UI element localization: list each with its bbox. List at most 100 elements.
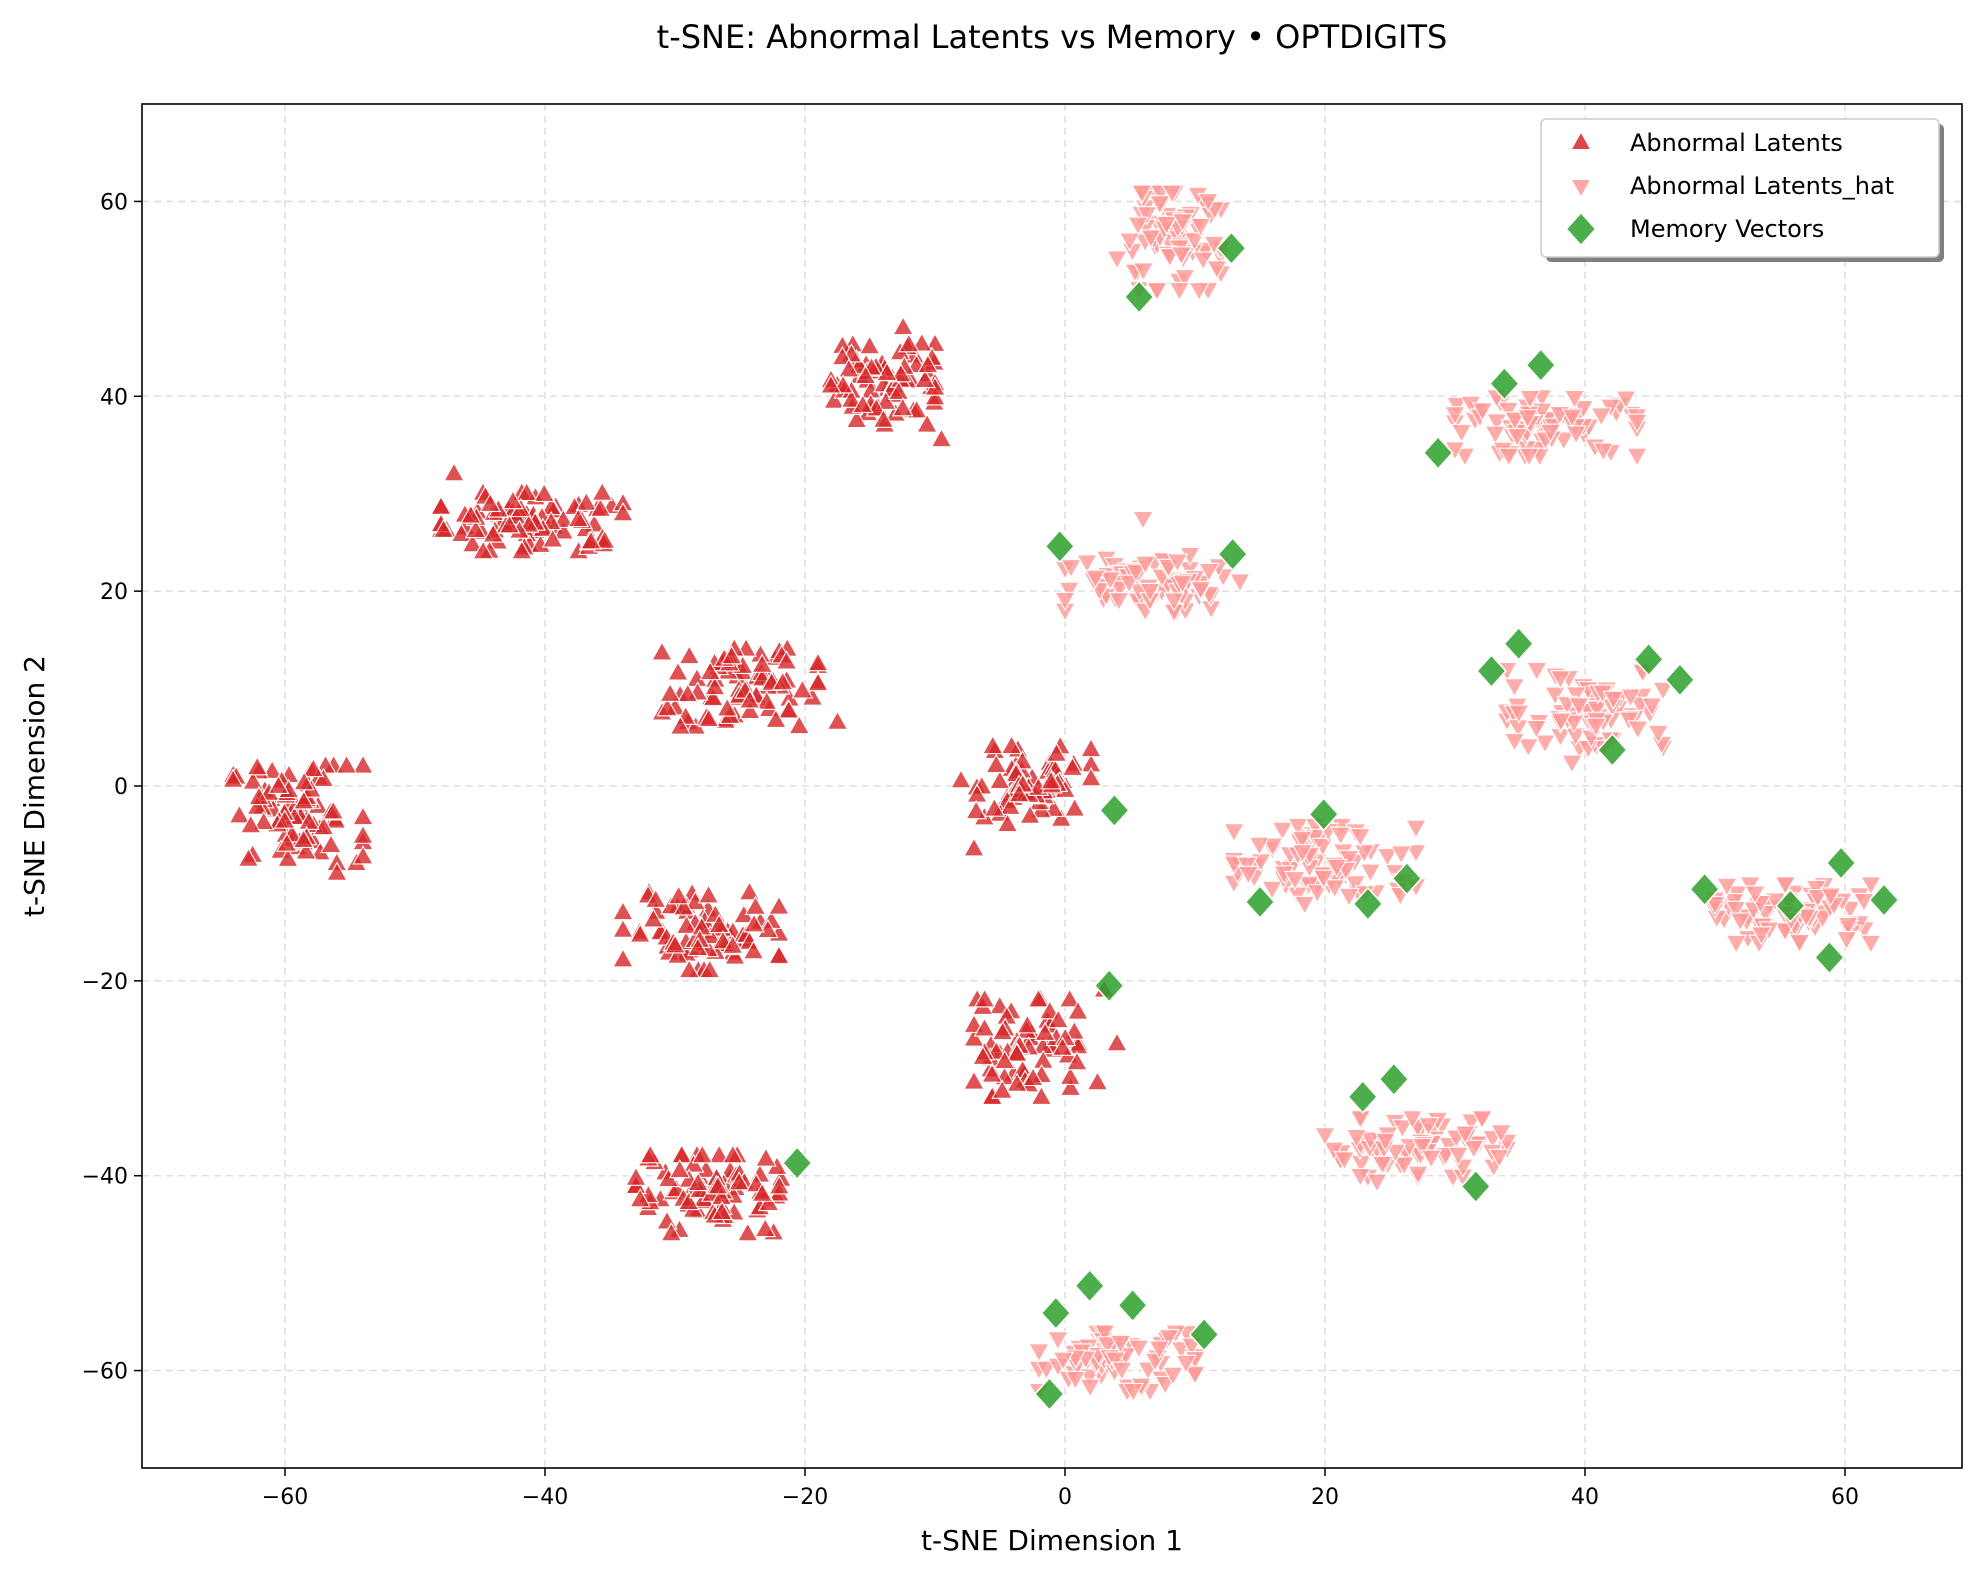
point-triangle-up (887, 380, 910, 401)
point-triangle-down (1158, 1329, 1180, 1349)
legend-markers (1565, 130, 1597, 246)
point-triangle-up (482, 523, 505, 543)
y-tick-label: −40 (82, 1165, 128, 1190)
point-triangle-down (1184, 1365, 1206, 1385)
point-triangle-down (1329, 826, 1352, 846)
point-triangle-up (580, 530, 602, 550)
point-triangle-up (277, 847, 299, 867)
point-triangle-down (1704, 895, 1726, 916)
point-triangle-down (1497, 401, 1520, 422)
legend-marker-diamond (1565, 212, 1597, 246)
point-diamond (1044, 529, 1076, 564)
point-triangle-up (298, 810, 320, 830)
y-tick-label: −20 (82, 970, 128, 995)
point-diamond (1188, 1317, 1220, 1352)
point-diamond (1664, 662, 1696, 697)
point-diamond (1215, 230, 1247, 266)
point-triangle-up (642, 908, 665, 928)
point-triangle-down (1323, 1141, 1345, 1161)
point-triangle-up (682, 1153, 705, 1173)
point-triangle-down (1565, 686, 1587, 706)
point-triangle-down (1561, 754, 1583, 774)
point-triangle-down (1517, 738, 1540, 758)
point-triangle-up (515, 481, 538, 502)
point-triangle-up (1019, 804, 1041, 824)
point-triangle-up (985, 753, 1008, 774)
point-triangle-up (644, 888, 667, 908)
point-triangle-up (707, 1175, 729, 1195)
point-triangle-up (691, 1144, 714, 1164)
point-triangle-down (1162, 1366, 1184, 1386)
point-triangle-down (1229, 573, 1251, 593)
point-triangle-up (914, 368, 936, 389)
point-triangle-down (1197, 192, 1219, 213)
point-triangle-up (320, 833, 342, 854)
chart-title: t-SNE: Abnormal Latents vs Memory • OPTD… (657, 18, 1448, 56)
point-triangle-up (1030, 1085, 1053, 1105)
point-triangle-up (252, 810, 275, 831)
point-triangle-down (1626, 413, 1648, 433)
point-triangle-up (930, 428, 953, 448)
point-triangle-up (826, 710, 849, 730)
point-triangle-up (697, 884, 720, 904)
point-triangle-down (1508, 704, 1530, 724)
point-diamond (781, 1145, 813, 1181)
point-triangle-up (991, 1021, 1014, 1041)
point-triangle-down (1155, 215, 1178, 236)
point-triangle-up (858, 335, 881, 355)
point-triangle-up (660, 1222, 683, 1242)
point-triangle-down (1291, 830, 1314, 850)
point-diamond (1098, 793, 1130, 828)
point-triangle-up (322, 800, 345, 820)
point-triangle-down (1788, 933, 1811, 954)
point-triangle-down (1405, 844, 1427, 864)
point-triangle-down (1338, 887, 1360, 908)
point-triangle-up (891, 397, 914, 417)
point-diamond (1093, 968, 1125, 1003)
point-triangle-up (973, 1017, 996, 1037)
legend: Abnormal Latents Abnormal Latents_hat Me… (1540, 118, 1944, 262)
point-triangle-down (1171, 574, 1194, 594)
point-triangle-up (666, 944, 689, 964)
point-triangle-down (1561, 408, 1584, 428)
point-triangle-down (1503, 411, 1526, 431)
point-triangle-up (1040, 770, 1062, 790)
point-triangle-up (660, 895, 682, 915)
point-triangle-down (1859, 934, 1882, 955)
point-triangle-up (629, 923, 651, 943)
point-triangle-up (292, 790, 315, 810)
point-triangle-up (1080, 737, 1102, 758)
point-triangle-up (738, 881, 761, 901)
point-triangle-up (242, 770, 264, 790)
point-triangle-up (791, 679, 814, 699)
point-diamond (1040, 1295, 1072, 1331)
point-triangle-down (1366, 1173, 1388, 1193)
point-triangle-up (728, 1171, 750, 1191)
point-triangle-down (1390, 845, 1413, 865)
point-triangle-up (1063, 797, 1086, 817)
point-triangle-up (678, 958, 701, 979)
point-triangle-up (669, 715, 692, 735)
point-triangle-up (352, 805, 374, 826)
point-triangle-up (552, 508, 575, 528)
y-tick-label: 40 (100, 385, 128, 410)
point-triangle-up (751, 1182, 774, 1202)
point-triangle-up (1016, 1014, 1039, 1034)
point-triangle-up (1047, 1009, 1070, 1029)
point-triangle-up (1059, 1076, 1082, 1096)
point-triangle-up (703, 675, 726, 696)
point-triangle-up (292, 828, 315, 849)
point-triangle-down (1106, 250, 1128, 270)
point-triangle-down (1384, 1143, 1407, 1163)
point-triangle-up (312, 767, 335, 788)
point-triangle-up (851, 393, 874, 414)
point-triangle-down (1750, 926, 1773, 946)
point-triangle-down (1271, 821, 1294, 841)
point-diamond (1347, 1079, 1379, 1114)
point-triangle-down (1641, 697, 1663, 717)
point-triangle-down (1590, 407, 1613, 427)
point-triangle-down (1174, 269, 1196, 289)
point-triangle-down (1333, 1151, 1356, 1171)
point-triangle-up (788, 714, 811, 735)
point-triangle-up (742, 940, 765, 960)
